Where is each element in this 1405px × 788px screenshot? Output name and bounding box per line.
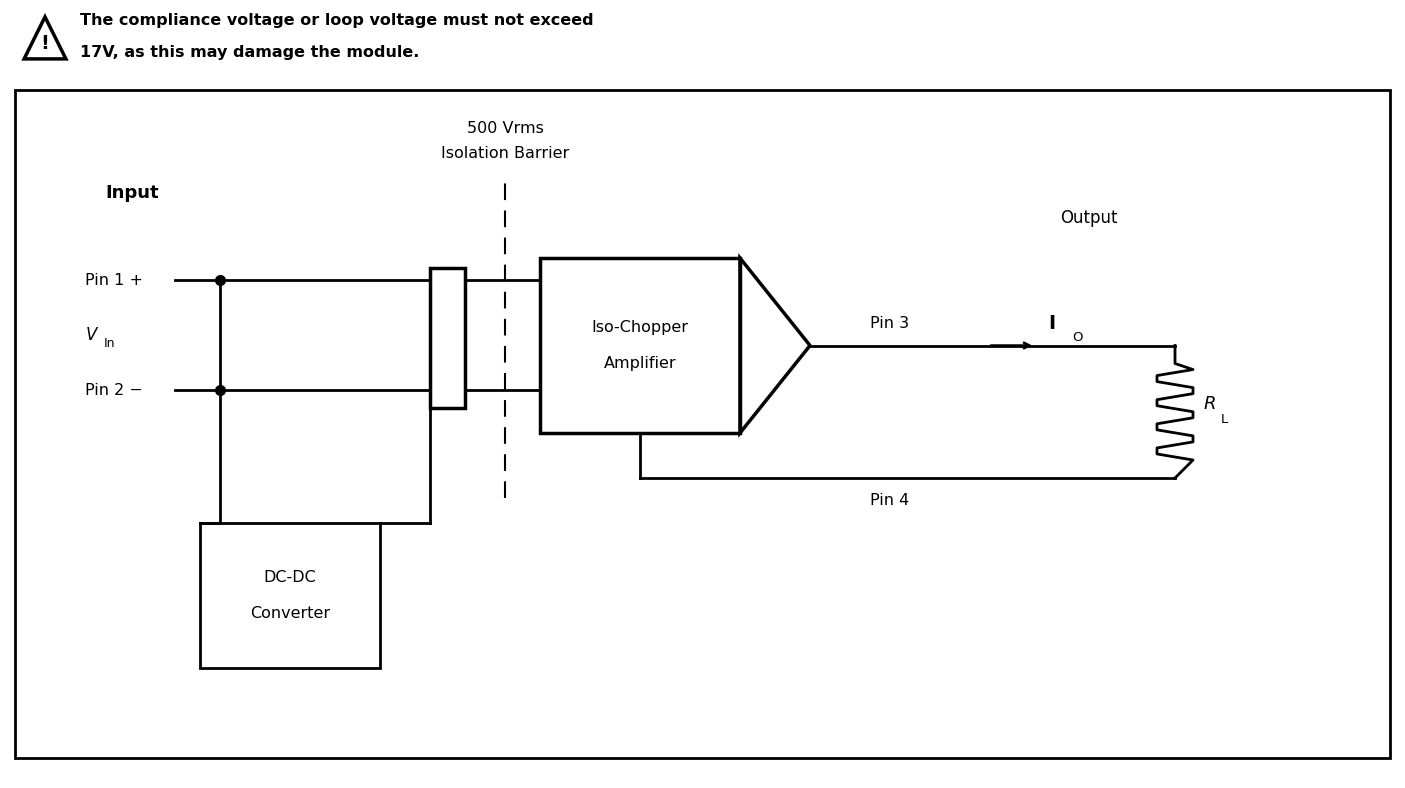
Text: In: In <box>104 336 115 350</box>
Text: $\mathbf{I}$: $\mathbf{I}$ <box>1048 314 1055 333</box>
Text: Isolation Barrier: Isolation Barrier <box>441 146 569 161</box>
Text: O: O <box>1072 331 1082 344</box>
Bar <box>540 258 740 433</box>
Text: Pin 1 +: Pin 1 + <box>84 273 143 288</box>
Text: The compliance voltage or loop voltage must not exceed: The compliance voltage or loop voltage m… <box>80 13 594 28</box>
Text: DC-DC: DC-DC <box>264 570 316 585</box>
Text: Amplifier: Amplifier <box>604 356 676 371</box>
Text: Pin 3: Pin 3 <box>870 316 909 331</box>
Text: $\mathregular{V}$: $\mathregular{V}$ <box>84 326 100 344</box>
Text: !: ! <box>41 34 49 53</box>
Text: Output: Output <box>1059 209 1117 227</box>
Text: Input: Input <box>105 184 159 202</box>
Text: Converter: Converter <box>250 606 330 621</box>
Text: 500 Vrms: 500 Vrms <box>466 121 544 136</box>
Bar <box>15 90 1390 758</box>
Text: Pin 4: Pin 4 <box>870 492 909 507</box>
Bar <box>430 268 465 408</box>
Text: Pin 2 −: Pin 2 − <box>84 382 143 397</box>
Text: Iso-Chopper: Iso-Chopper <box>592 320 688 335</box>
Text: L: L <box>1221 413 1228 426</box>
Text: $R$: $R$ <box>1203 395 1215 413</box>
Bar <box>200 523 379 668</box>
Text: 17V, as this may damage the module.: 17V, as this may damage the module. <box>80 44 419 60</box>
